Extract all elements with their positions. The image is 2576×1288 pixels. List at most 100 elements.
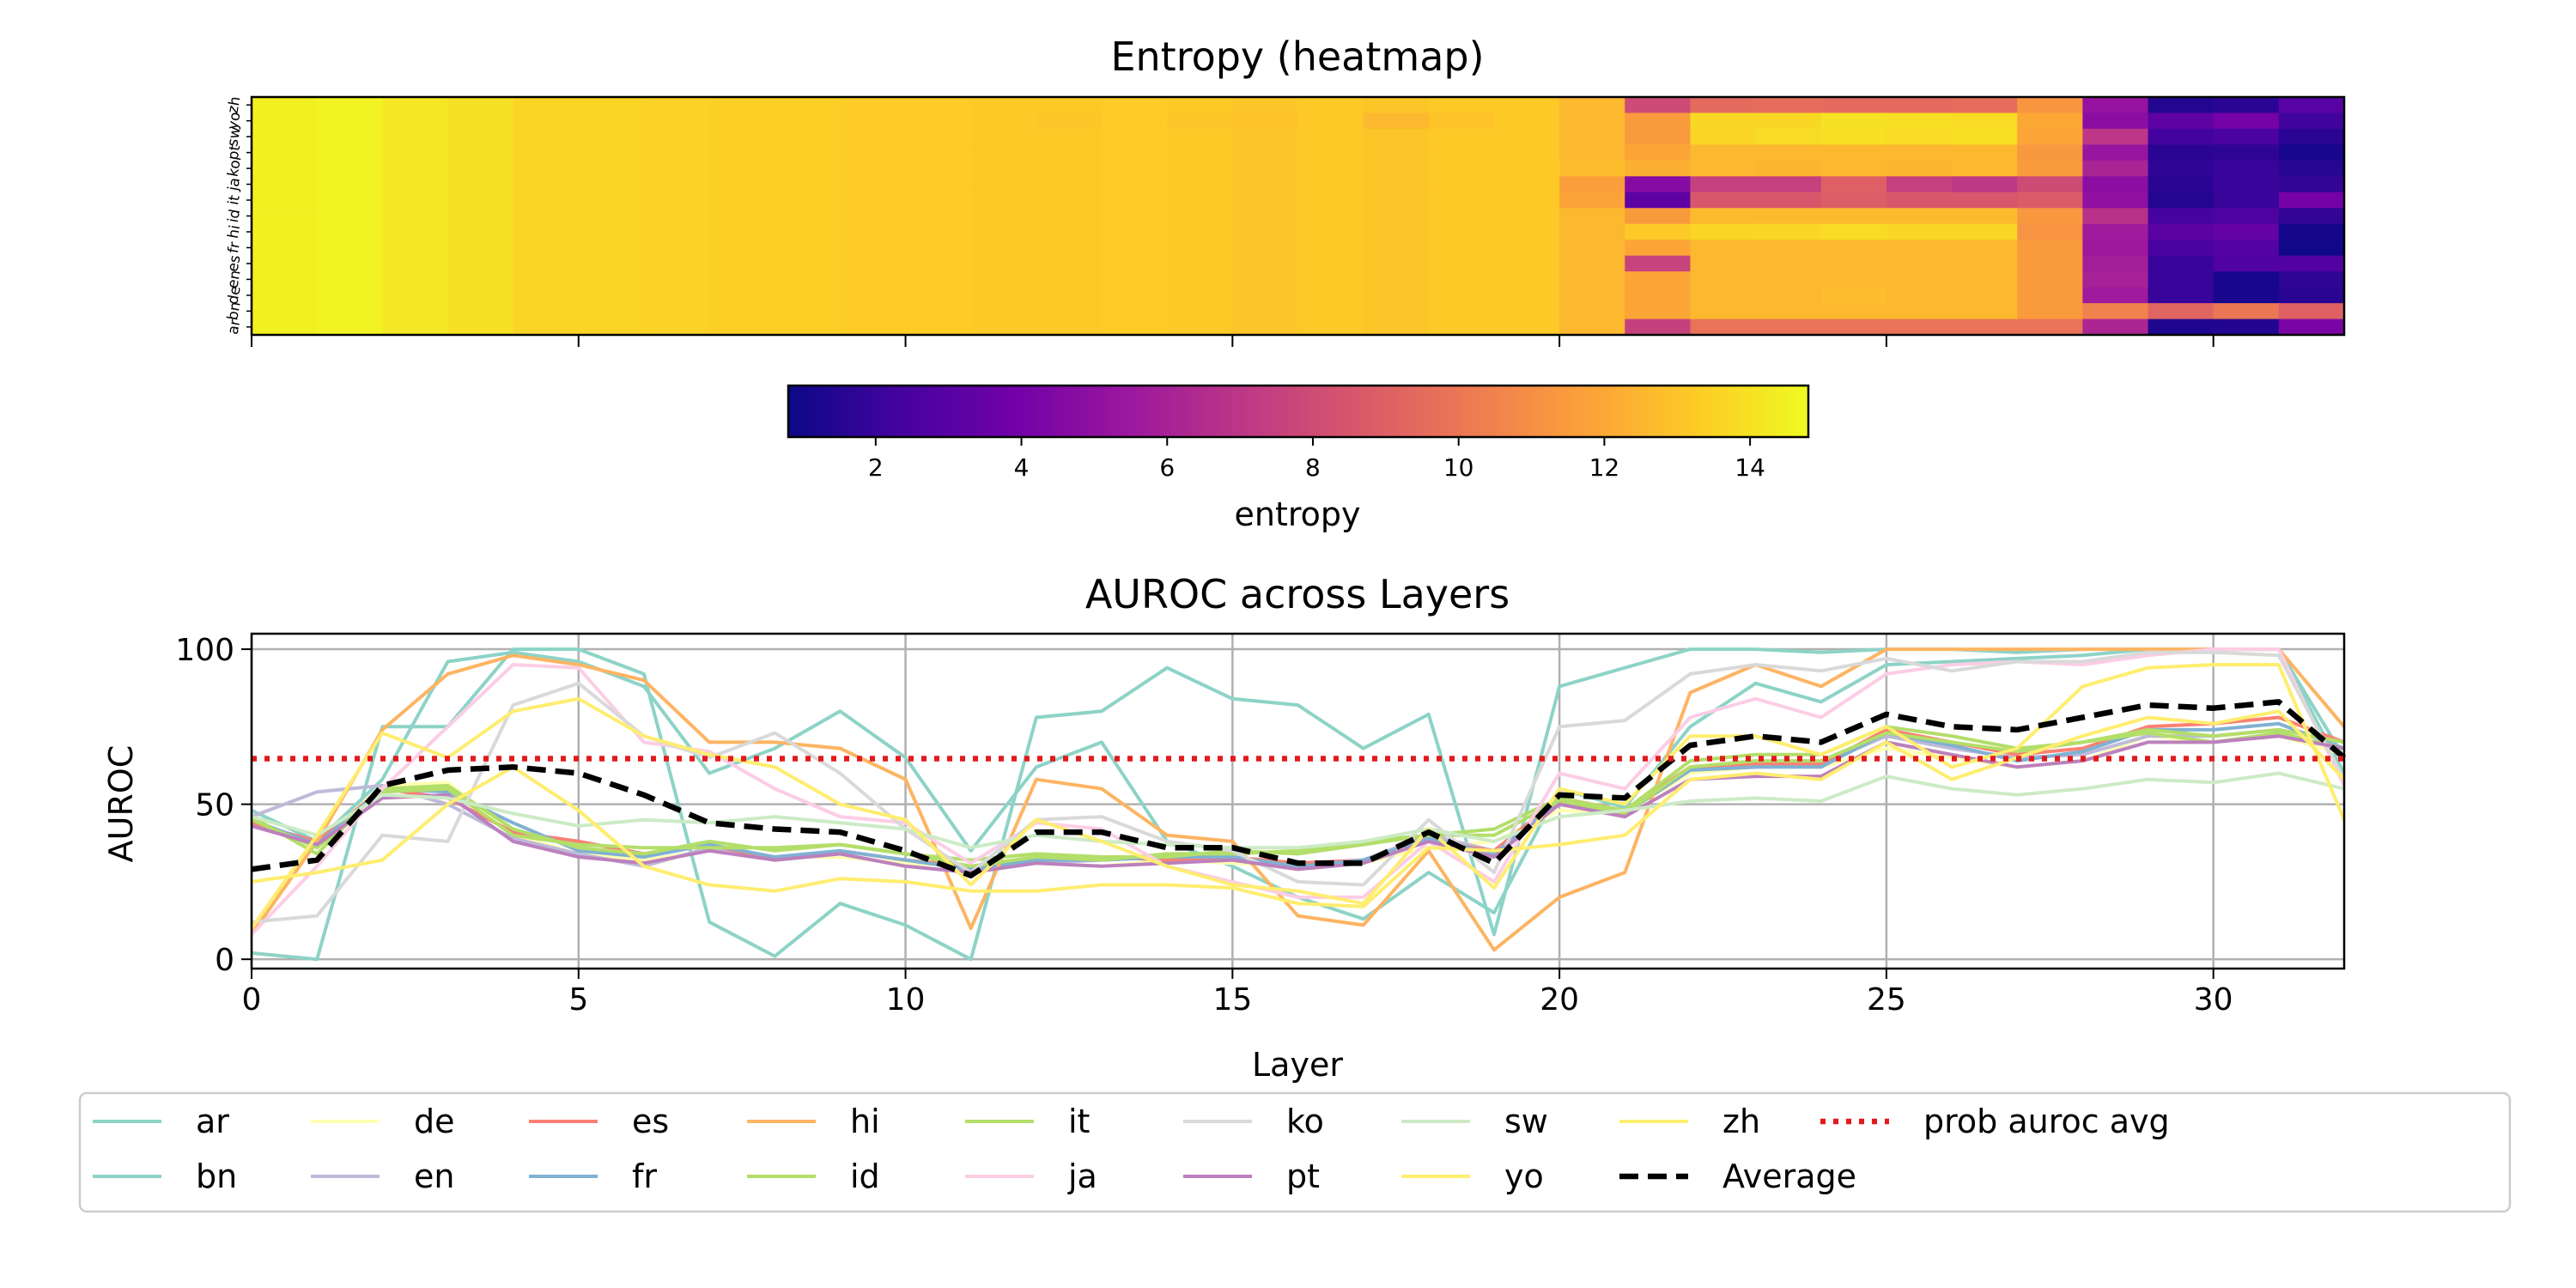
heatmap-cell (1820, 144, 1887, 161)
heatmap-cell (1690, 287, 1757, 304)
heatmap-cell (2278, 128, 2345, 145)
heatmap-cell (1102, 160, 1168, 177)
heatmap-cell (1625, 176, 1692, 193)
colorbar-segment (1099, 386, 1105, 437)
heatmap-cell (1952, 176, 2018, 193)
colorbar-segment (1216, 386, 1223, 437)
heatmap-cell (513, 271, 580, 289)
heatmap-cell (775, 97, 841, 114)
heatmap-cell (1755, 240, 1822, 257)
heatmap-cell (1036, 208, 1103, 225)
heatmap-cell (447, 271, 514, 289)
colorbar-segment (1553, 386, 1559, 437)
colorbar-segment (981, 386, 988, 437)
colorbar-segment (1670, 386, 1677, 437)
heatmap-cell (2148, 112, 2215, 130)
heatmap-cell (317, 176, 383, 193)
heatmap-cell (1625, 128, 1692, 145)
heatmap-cell (1952, 319, 2018, 336)
heatmap-cell (905, 240, 972, 257)
colorbar-segment (1752, 386, 1759, 437)
colorbar-segment (839, 386, 845, 437)
colorbar-segment (1497, 386, 1504, 437)
heatmap-cell (1559, 176, 1625, 193)
heatmap-cell (2278, 287, 2345, 304)
heatmap-cell (905, 208, 972, 225)
colorbar-segment (1181, 386, 1187, 437)
heatmap-cell (1886, 303, 1953, 320)
heatmap-cell (382, 287, 449, 304)
colorbar-segment (1502, 386, 1509, 437)
heatmap-cell (1036, 160, 1103, 177)
heatmap-cell (1102, 191, 1168, 209)
heatmap-cell (709, 223, 775, 240)
heatmap-cell (447, 144, 514, 161)
heatmap-cell (1820, 160, 1887, 177)
heatmap-cell (578, 160, 645, 177)
colorbar-segment (1002, 386, 1009, 437)
colorbar-segment (1410, 386, 1417, 437)
heatmap-cell (775, 319, 841, 336)
colorbar-segment (1063, 386, 1070, 437)
heatmap-cell (709, 303, 775, 320)
line-chart-frame (250, 632, 2346, 970)
colorbar-segment (1686, 386, 1692, 437)
heatmap-cell (2213, 223, 2280, 240)
heatmap-cell (1428, 97, 1495, 114)
heatmap-cell (513, 128, 580, 145)
heatmap-cell (1102, 240, 1168, 257)
colorbar-segment (1048, 386, 1054, 437)
series-line-pt (251, 734, 2345, 875)
series-line-id (251, 725, 2345, 868)
heatmap-cell (513, 97, 580, 114)
heatmap-cell (578, 255, 645, 272)
heatmap-cell (1167, 271, 1233, 289)
heatmap-cell (1493, 319, 1560, 336)
colorbar-segment (895, 386, 902, 437)
heatmap-cell (317, 319, 383, 336)
heatmap-cell (1167, 255, 1233, 272)
heatmap-cell (1167, 240, 1233, 257)
heatmap-cell (2213, 160, 2280, 177)
heatmap-cell (2082, 271, 2149, 289)
heatmap-cell (1625, 271, 1692, 289)
colorbar-segment (854, 386, 860, 437)
heatmap-cell (1493, 144, 1560, 161)
colorbar-segment (1425, 386, 1432, 437)
heatmap-cell (905, 303, 972, 320)
colorbar-segment (1420, 386, 1427, 437)
heatmap-cell (1493, 240, 1560, 257)
legend-label: ja (1067, 1157, 1097, 1195)
heatmap-cell (2148, 128, 2215, 145)
heatmap-cell (252, 176, 318, 193)
heatmap-cell (1820, 112, 1887, 130)
heatmap-cell (840, 255, 907, 272)
legend-label: de (414, 1103, 455, 1140)
heatmap-cell (513, 112, 580, 130)
colorbar-segment (941, 386, 947, 437)
colorbar-segment (1242, 386, 1249, 437)
heatmap-cell (1232, 176, 1299, 193)
heatmap-cell (643, 176, 710, 193)
heatmap-cell (317, 208, 383, 225)
heatmap-cell (1559, 191, 1625, 209)
colorbar-segment (1073, 386, 1080, 437)
colorbar-segment (997, 386, 1004, 437)
colorbar-segment (890, 386, 896, 437)
heatmap-cell (513, 191, 580, 209)
colorbar-segment (931, 386, 937, 437)
colorbar-tick-label: 8 (1305, 453, 1321, 482)
heatmap-cell (1428, 160, 1495, 177)
colorbar-segment (1481, 386, 1488, 437)
heatmap-cell (578, 176, 645, 193)
colorbar-segment (1384, 386, 1391, 437)
heatmap-cell (2082, 223, 2149, 240)
heatmap-cell (1886, 97, 1953, 114)
line-chart-title: AUROC across Layers (1085, 571, 1510, 617)
heatmap-cell (1755, 223, 1822, 240)
colorbar-segment (961, 386, 968, 437)
heatmap-cell (1232, 287, 1299, 304)
heatmap-cell (1297, 160, 1364, 177)
heatmap-cell (1297, 319, 1364, 336)
